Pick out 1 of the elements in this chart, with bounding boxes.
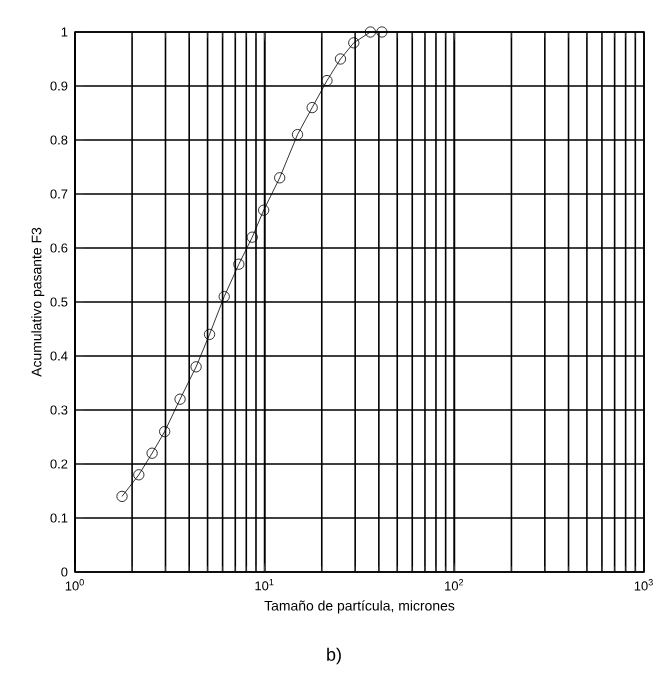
- text: b): [327, 647, 341, 665]
